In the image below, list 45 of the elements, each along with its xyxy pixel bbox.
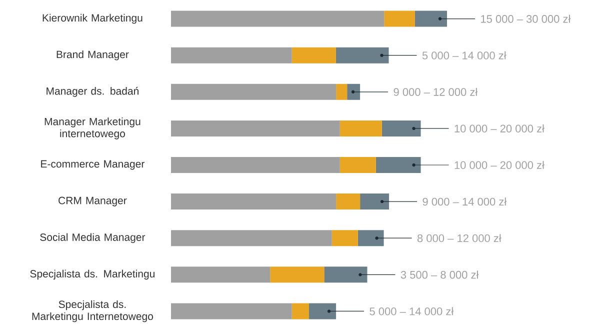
annotation: 5 000 – 14 000 zł <box>422 51 506 60</box>
bar <box>340 120 382 136</box>
bar <box>384 10 415 27</box>
annotation: 3 500 – 8 000 zł <box>400 270 479 279</box>
y-tick-label: CRM Manager <box>58 196 127 206</box>
bar <box>376 157 421 174</box>
bar <box>292 303 309 320</box>
bar <box>171 10 384 27</box>
bar <box>347 84 360 100</box>
y-tick-label: Manager ds. badań <box>46 86 138 97</box>
bar <box>358 230 384 246</box>
annotation: 9 000 – 14 000 zł <box>422 198 507 206</box>
bar <box>336 47 389 64</box>
bar <box>171 84 336 100</box>
bar <box>270 266 324 283</box>
bar <box>324 266 368 283</box>
y-tick-label: Social Media Manager <box>40 233 146 244</box>
bar <box>340 157 376 174</box>
y-tick-label: E-commerce Manager <box>41 160 145 170</box>
bar <box>414 10 447 27</box>
annotation: 8 000 – 12 000 zł <box>417 234 502 242</box>
bar <box>336 194 360 210</box>
annotation: 5 000 – 14 000 zł <box>370 307 454 316</box>
bar <box>171 47 292 64</box>
bar <box>171 120 340 136</box>
bar <box>171 266 270 283</box>
bar <box>171 303 292 320</box>
text: 15 000 – 30 000 zł <box>481 14 571 23</box>
bar <box>171 157 340 174</box>
bar <box>292 47 336 64</box>
y-tick-label: Brand Manager <box>56 50 129 60</box>
bar <box>332 230 358 246</box>
annotation: 9 000 – 12 000 zł <box>394 88 478 96</box>
y-tick-label: Specjalista ds. Marketingu <box>30 270 154 280</box>
bar <box>382 120 421 136</box>
text: 10 000 – 20 000 zł <box>454 124 544 132</box>
bar <box>336 84 348 100</box>
bar <box>171 194 336 210</box>
y-tick-label: Specjalista ds. Marketingu Internetowego <box>32 300 153 322</box>
bar <box>309 303 336 320</box>
bar <box>171 230 332 246</box>
y-tick-label: Kierownik Marketingu <box>42 14 142 24</box>
text: 10 000 – 20 000 zł <box>454 160 544 170</box>
y-tick-label: Manager Marketingu internetowego <box>44 118 140 140</box>
bar <box>360 194 390 210</box>
